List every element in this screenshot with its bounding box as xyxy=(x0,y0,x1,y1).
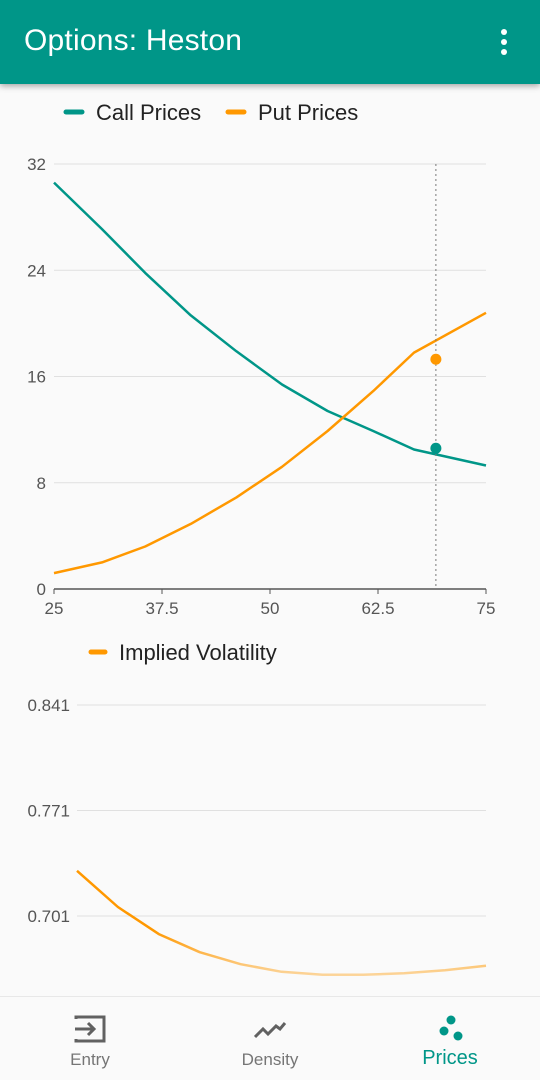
volatility-chart-y-axis: 0.841 0.771 0.701 xyxy=(27,696,70,926)
bottom-navigation: Entry Density Prices xyxy=(0,996,540,1080)
put-prices-highlight-point xyxy=(430,353,442,365)
y-tick-label: 8 xyxy=(37,474,46,493)
price-chart-x-axis: 25 37.5 50 62.5 75 xyxy=(45,589,496,618)
implied-volatility-line xyxy=(76,869,487,977)
more-vert-icon[interactable] xyxy=(486,22,522,62)
legend-label: Put Prices xyxy=(258,100,358,125)
scatter-dots-icon xyxy=(439,1015,463,1041)
volatility-chart-series xyxy=(76,869,487,977)
call-prices-line xyxy=(53,181,487,467)
x-tick-label: 62.5 xyxy=(361,599,394,618)
input-icon xyxy=(74,1015,106,1043)
y-tick-label: 0.701 xyxy=(27,907,70,926)
volatility-chart-grid xyxy=(77,704,486,917)
x-tick-label: 50 xyxy=(261,599,280,618)
nav-entry-label: Entry xyxy=(70,1050,110,1069)
volatility-chart-legend: Implied Volatility xyxy=(88,640,277,665)
trending-icon xyxy=(253,1022,287,1039)
price-chart-series xyxy=(53,181,487,575)
x-tick-label: 75 xyxy=(477,599,496,618)
y-tick-label: 24 xyxy=(27,261,46,280)
price-chart-legend: Call Prices Put Prices xyxy=(63,100,358,125)
price-chart-y-axis: 0 8 16 24 32 xyxy=(27,155,46,599)
y-tick-label: 0.771 xyxy=(27,802,70,821)
nav-density-label: Density xyxy=(241,1050,299,1069)
volatility-chart[interactable]: Implied Volatility 0.841 0.771 0.701 xyxy=(0,630,540,996)
nav-prices-label: Prices xyxy=(422,1047,478,1069)
legend-label: Implied Volatility xyxy=(119,640,277,665)
app-bar: Options: Heston xyxy=(0,0,540,84)
call-prices-highlight-point xyxy=(430,442,442,454)
x-tick-label: 25 xyxy=(45,599,64,618)
nav-density[interactable]: Density xyxy=(180,997,360,1080)
page-title: Options: Heston xyxy=(24,24,243,57)
nav-prices[interactable]: Prices xyxy=(360,997,540,1080)
x-tick-label: 37.5 xyxy=(145,599,178,618)
legend-label: Call Prices xyxy=(96,100,201,125)
price-chart-crosshair xyxy=(430,164,442,589)
y-tick-label: 32 xyxy=(27,155,46,174)
put-prices-line xyxy=(53,311,487,575)
y-tick-label: 16 xyxy=(27,368,46,387)
y-tick-label: 0 xyxy=(37,580,46,599)
y-tick-label: 0.841 xyxy=(27,696,70,715)
nav-entry[interactable]: Entry xyxy=(0,997,180,1080)
price-chart[interactable]: Call Prices Put Prices 0 8 16 24 32 25 37.5 50 6… xyxy=(0,84,540,624)
